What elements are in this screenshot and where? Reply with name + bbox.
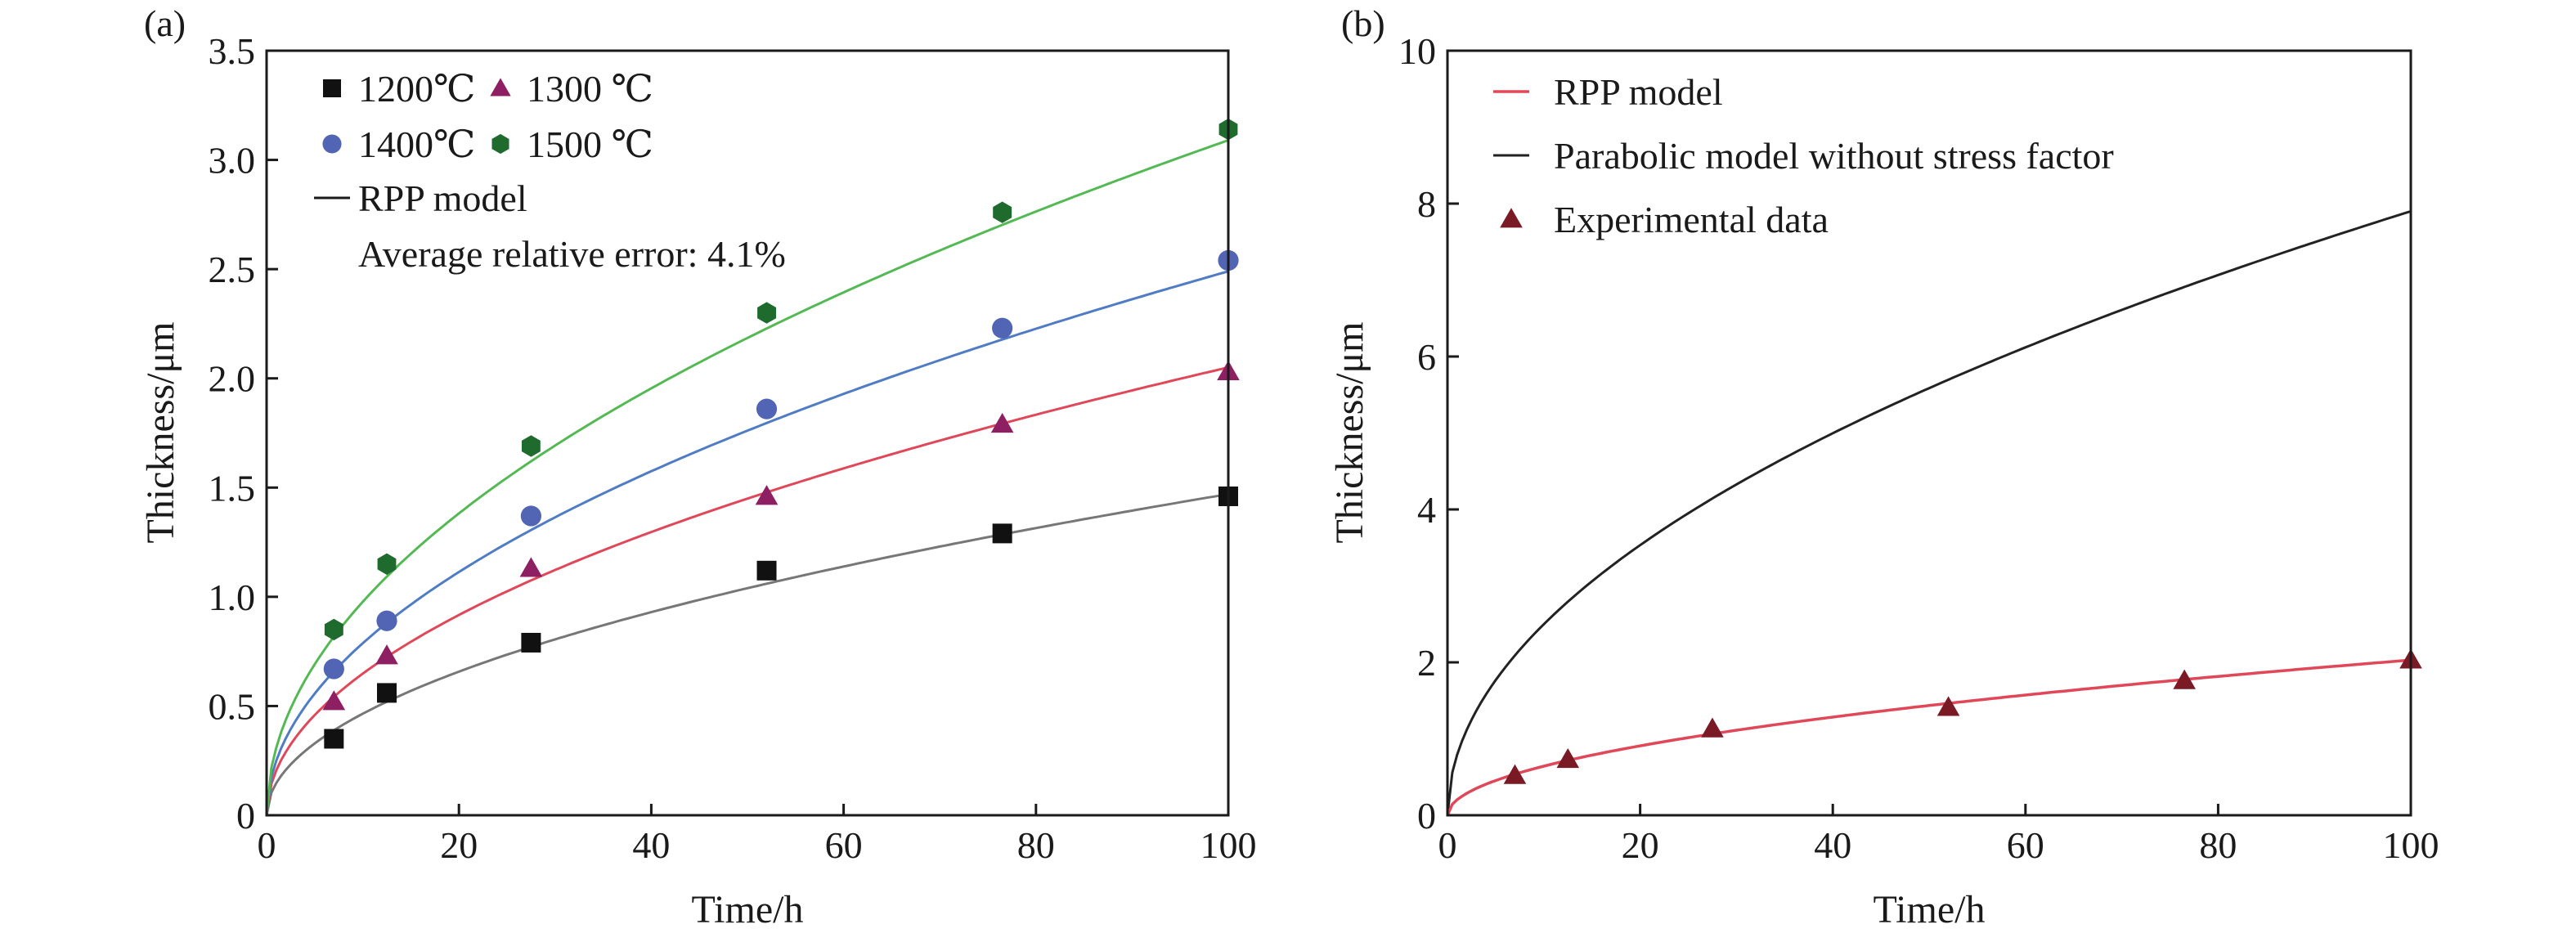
panel-b: (b) 0 20 40 60 80 100 0 2 4 6 8 10 Time/h Thicknes… <box>1328 2 2439 931</box>
panel-b-y-axis-label: Thickness/μm <box>1328 321 1371 543</box>
data-point-1400 <box>992 317 1013 339</box>
a-x-tick-label: 40 <box>632 824 670 866</box>
panel-a-frame <box>265 49 1230 817</box>
panel-a-plot-area <box>265 119 1240 816</box>
b-x-tick-label: 0 <box>1438 824 1457 866</box>
legend-marker-1300 <box>490 78 511 96</box>
parabolic-model-curve <box>1446 209 2412 816</box>
data-point-1200 <box>521 632 541 653</box>
legend-label-experimental-data: Experimental data <box>1554 199 1829 240</box>
a-x-tick-label: 60 <box>825 824 863 866</box>
data-point-1400 <box>520 505 542 527</box>
legend-label-1500: 1500 ℃ <box>527 123 653 165</box>
data-point-1300 <box>990 413 1014 433</box>
legend-marker-1200 <box>323 79 341 97</box>
rpp-curve-1200 <box>265 492 1229 816</box>
data-point-experimental <box>1556 747 1580 769</box>
legend-label-1400: 1400℃ <box>358 123 475 165</box>
a-y-tick-label: 3.0 <box>209 140 256 182</box>
panel-b-y-ticks: 0 2 4 6 8 10 <box>1398 30 1459 837</box>
rpp-curve-1300 <box>265 366 1229 816</box>
b-y-tick-label: 2 <box>1417 642 1436 684</box>
data-point-experimental <box>1503 764 1527 784</box>
a-x-tick-label: 20 <box>440 824 478 866</box>
panel-b-x-ticks: 0 20 40 60 80 100 <box>1438 804 2439 866</box>
data-point-1500 <box>993 201 1012 223</box>
data-point-1300 <box>755 485 779 505</box>
legend-label-parabolic-model: Parabolic model without stress factor <box>1554 135 2114 177</box>
a-x-tick-label: 100 <box>1200 824 1257 866</box>
b-y-tick-label: 6 <box>1417 336 1436 378</box>
rpp-curve-1500 <box>265 139 1229 816</box>
b-y-tick-label: 4 <box>1417 489 1436 531</box>
legend-label-1300: 1300 ℃ <box>527 68 653 110</box>
a-y-tick-label: 2.0 <box>209 358 256 400</box>
data-point-1200 <box>377 683 397 703</box>
a-y-tick-label: 2.5 <box>209 249 256 290</box>
data-point-1300 <box>375 644 398 665</box>
data-point-experimental <box>1936 696 1960 716</box>
b-x-tick-label: 80 <box>2199 824 2237 866</box>
a-x-tick-label: 0 <box>258 824 276 866</box>
data-point-1200 <box>756 560 777 581</box>
a-x-tick-label: 80 <box>1017 824 1055 866</box>
annotation-average-relative-error: Average relative error: 4.1% <box>358 233 786 275</box>
legend-label-rpp-model: RPP model <box>1554 71 1723 113</box>
b-x-tick-label: 60 <box>2007 824 2044 866</box>
data-point-1400 <box>756 398 778 419</box>
b-y-tick-label: 0 <box>1417 795 1436 837</box>
data-point-experimental <box>2173 669 2196 689</box>
data-point-1500 <box>522 435 541 457</box>
panel-a-y-axis-label: Thickness/μm <box>139 321 182 543</box>
data-point-1300 <box>322 690 346 711</box>
a-y-tick-label: 1.5 <box>209 467 256 509</box>
b-x-tick-label: 20 <box>1622 824 1659 866</box>
legend-label-rpp-model: RPP model <box>358 177 527 219</box>
data-point-experimental <box>1701 717 1724 738</box>
legend-marker-experimental-data <box>1500 208 1523 228</box>
panel-b-legend: RPP model Parabolic model without stress … <box>1493 71 2114 240</box>
data-point-1300 <box>519 557 543 577</box>
panel-b-label: (b) <box>1341 2 1385 44</box>
legend-label-1200: 1200℃ <box>358 68 475 110</box>
b-x-tick-label: 40 <box>1814 824 1851 866</box>
b-y-tick-label: 10 <box>1398 30 1436 72</box>
panel-a-y-ticks: 0 0.5 1.0 1.5 2.0 2.5 3.0 3.5 <box>209 30 278 837</box>
panel-a-x-ticks: 0 20 40 60 80 100 <box>258 804 1257 866</box>
legend-marker-1400 <box>322 134 342 154</box>
panel-b-plot-area <box>1446 209 2422 816</box>
rpp-model-curve <box>1446 658 2412 816</box>
rpp-curve-1400 <box>265 270 1229 816</box>
data-point-1500 <box>324 618 343 641</box>
data-point-1400 <box>376 610 397 631</box>
a-y-tick-label: 0 <box>236 795 255 837</box>
a-y-tick-label: 1.0 <box>209 576 256 618</box>
a-y-tick-label: 3.5 <box>209 30 256 72</box>
panel-a-x-axis-label: Time/h <box>692 888 804 931</box>
panel-a: (a) 0 20 40 60 80 100 00.51.01.52.02.53.03.5 … <box>139 2 1257 931</box>
panel-a-label: (a) <box>144 2 186 44</box>
data-point-1200 <box>324 729 344 749</box>
data-point-1500 <box>377 553 397 575</box>
panel-b-x-axis-label: Time/h <box>1874 888 1986 931</box>
b-y-tick-label: 8 <box>1417 183 1436 225</box>
b-x-tick-label: 100 <box>2383 824 2439 866</box>
data-point-1200 <box>992 523 1012 544</box>
legend-marker-1500 <box>491 133 509 155</box>
data-point-1400 <box>323 658 344 680</box>
data-point-1500 <box>757 302 776 324</box>
panel-b-frame <box>1446 49 2412 817</box>
a-y-tick-label: 0.5 <box>209 685 256 727</box>
